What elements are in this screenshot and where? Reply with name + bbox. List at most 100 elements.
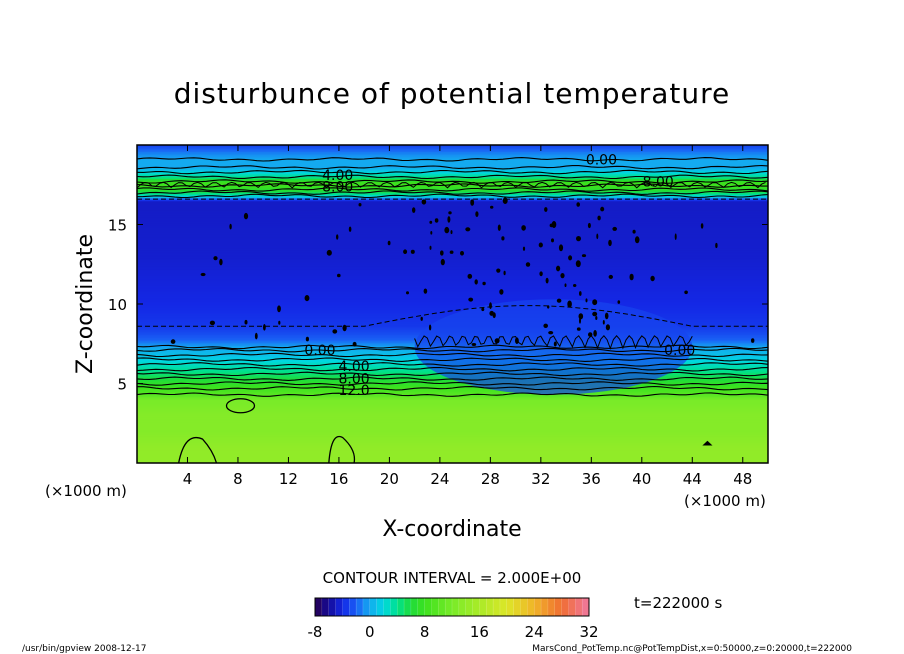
contour-island	[410, 249, 415, 254]
contour-label: 4.00	[322, 168, 353, 184]
contour-island	[564, 283, 567, 288]
x-tick-label: 40	[632, 470, 651, 488]
colorbar-tick-label: 24	[525, 623, 544, 641]
contour-island	[492, 312, 496, 319]
contour-island	[539, 271, 543, 277]
field-band	[137, 292, 768, 296]
field-band	[137, 219, 768, 222]
colorbar-cell	[349, 597, 357, 617]
field-band	[137, 232, 768, 235]
x-tick-label: 28	[481, 470, 500, 488]
contour-island	[420, 316, 423, 321]
contour-interval-label: CONTOUR INTERVAL = 2.000E+00	[323, 569, 582, 587]
field-band	[137, 246, 768, 249]
contour-label: 12.0	[339, 383, 370, 399]
field-band	[137, 267, 768, 270]
colorbar-cell	[479, 597, 487, 617]
colorbar-cell	[321, 597, 330, 617]
field-band	[137, 299, 768, 302]
x-tick-label: 4	[183, 470, 193, 488]
field-band	[137, 280, 768, 283]
contour-island	[475, 211, 479, 218]
contour-island	[434, 218, 439, 223]
field-band	[137, 162, 768, 165]
contour-island	[576, 327, 581, 331]
field-band	[137, 415, 768, 418]
contour-line	[137, 187, 768, 192]
field-band	[137, 437, 768, 440]
contour-island	[337, 273, 341, 278]
field-band	[137, 151, 768, 154]
contour-island	[604, 312, 609, 320]
colorbar-cell	[458, 597, 467, 617]
field-band	[137, 148, 768, 151]
field-band	[137, 269, 768, 272]
field-band	[137, 254, 768, 257]
field-band	[137, 291, 768, 294]
contour-island	[209, 320, 215, 326]
field-band	[137, 391, 768, 394]
field-band	[137, 450, 768, 453]
colorbar-tick-label: 0	[365, 623, 375, 641]
contour-island	[521, 225, 526, 231]
contour-island	[263, 324, 266, 331]
colorbar-cell	[328, 597, 337, 617]
contour-island	[326, 249, 332, 256]
field-band	[137, 416, 768, 420]
field-band	[137, 385, 768, 388]
field-band	[137, 420, 768, 423]
y-axis-label: Z-coordinate	[73, 234, 98, 374]
field-band	[137, 459, 768, 463]
contour-island	[549, 223, 554, 228]
colorbar-cell	[362, 597, 371, 617]
contour-line	[137, 169, 768, 175]
contour-island	[579, 291, 582, 296]
field-band	[137, 281, 768, 284]
contour-island	[600, 206, 605, 212]
field-band	[137, 310, 768, 313]
colorbar-cell	[390, 597, 398, 617]
colorbar-cell	[575, 597, 583, 617]
field-band	[137, 224, 768, 227]
contour-island	[444, 226, 450, 234]
field-band	[137, 429, 768, 432]
contour-island	[336, 234, 339, 240]
x-tick-label: 20	[380, 470, 399, 488]
contour-lines	[137, 157, 768, 463]
field-band	[137, 426, 768, 429]
colorbar-cell	[486, 597, 494, 617]
colorbar-cell	[383, 597, 391, 617]
field-band	[137, 275, 768, 278]
contour-island	[352, 341, 357, 347]
contour-island	[328, 435, 356, 463]
field-band	[137, 434, 768, 437]
contour-island	[650, 275, 655, 282]
contour-island	[449, 250, 454, 254]
contour-island	[576, 202, 580, 207]
field-band	[137, 276, 768, 280]
colorbar-cell	[369, 597, 378, 617]
field-band	[137, 248, 768, 251]
field-band	[137, 442, 768, 445]
field-band	[137, 197, 768, 200]
colorbar-cell	[376, 597, 384, 617]
contour-island	[634, 236, 640, 244]
field-band	[137, 256, 768, 259]
contour-island	[608, 274, 613, 279]
x-axis-label: X-coordinate	[382, 517, 521, 542]
contour-island	[578, 313, 584, 320]
contour-island	[496, 268, 501, 273]
contour-line	[137, 371, 768, 377]
time-label: t=222000 s	[634, 594, 722, 612]
field-band	[137, 423, 768, 426]
contour-line	[137, 344, 768, 350]
contour-island	[225, 398, 256, 414]
field-band	[137, 435, 768, 439]
colorbar-cell	[499, 597, 508, 617]
field-band	[137, 203, 768, 207]
contour-island	[581, 254, 587, 258]
contour-island	[702, 440, 713, 446]
contour-line	[137, 392, 768, 397]
field-band	[137, 172, 768, 175]
contour-island	[560, 273, 565, 279]
